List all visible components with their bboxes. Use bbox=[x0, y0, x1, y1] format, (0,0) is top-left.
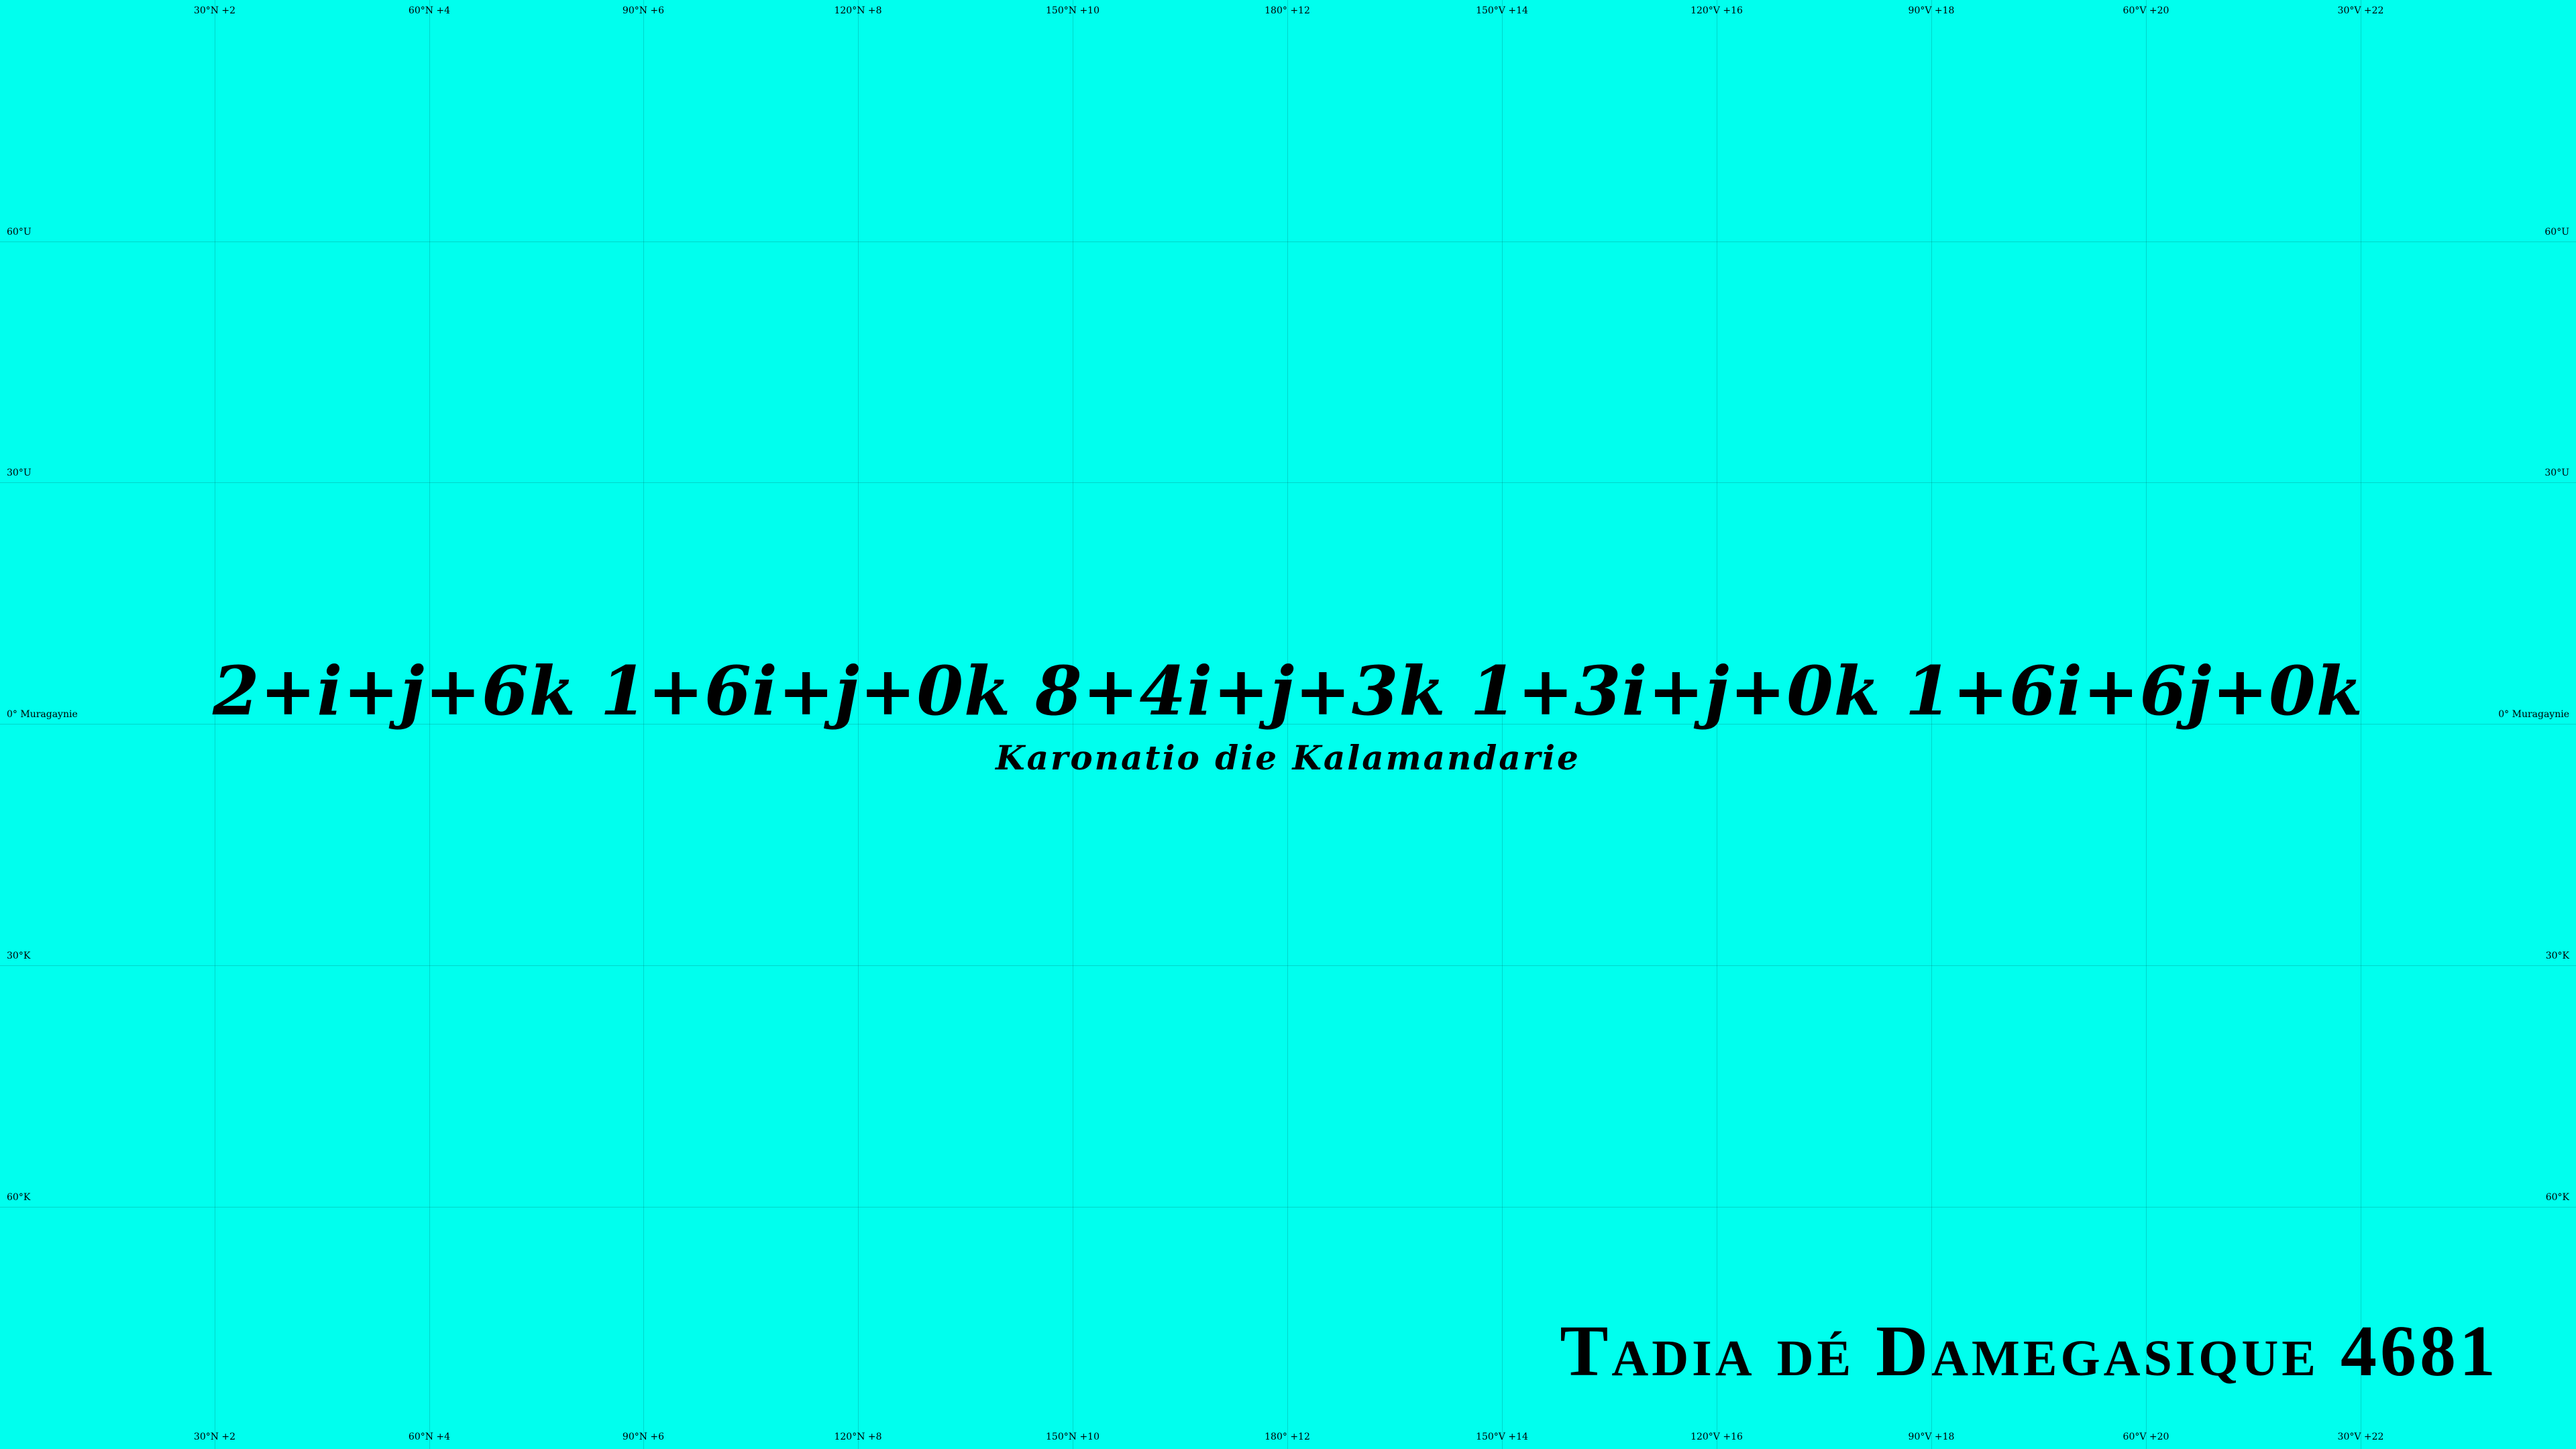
meridian-label-bottom: 30°N +2 bbox=[193, 1432, 236, 1442]
parallel-label-right: 60°U bbox=[2544, 227, 2569, 237]
parallel-label-right: 0° Muragaynie bbox=[2498, 709, 2569, 720]
meridian-label-top: 180° +12 bbox=[1265, 5, 1310, 16]
meridian-line bbox=[1502, 0, 1503, 1449]
meridian-label-top: 90°N +6 bbox=[622, 5, 665, 16]
meridian-label-top: 120°V +16 bbox=[1690, 5, 1743, 16]
map-subtitle: Karonatio die Kalamandarie bbox=[996, 738, 1580, 777]
meridian-line bbox=[1287, 0, 1288, 1449]
parallel-label-left: 60°K bbox=[7, 1192, 31, 1203]
meridian-label-top: 30°V +22 bbox=[2337, 5, 2384, 16]
meridian-label-bottom: 180° +12 bbox=[1265, 1432, 1310, 1442]
meridian-label-bottom: 150°N +10 bbox=[1046, 1432, 1099, 1442]
meridian-label-bottom: 30°V +22 bbox=[2337, 1432, 2384, 1442]
meridian-label-bottom: 150°V +14 bbox=[1476, 1432, 1528, 1442]
meridian-line bbox=[643, 0, 644, 1449]
meridian-line bbox=[429, 0, 430, 1449]
meridian-label-top: 60°V +20 bbox=[2123, 5, 2169, 16]
meridian-label-top: 120°N +8 bbox=[834, 5, 882, 16]
parallel-line bbox=[0, 482, 2576, 483]
meridian-label-bottom: 90°N +6 bbox=[622, 1432, 665, 1442]
meridian-label-bottom: 60°N +4 bbox=[408, 1432, 451, 1442]
parallel-line bbox=[0, 965, 2576, 966]
meridian-label-bottom: 120°V +16 bbox=[1690, 1432, 1743, 1442]
map-formula: 2+i+j+6k 1+6i+j+0k 8+4i+j+3k 1+3i+j+0k 1… bbox=[212, 651, 2364, 731]
parallel-label-right: 30°K bbox=[2545, 951, 2569, 961]
meridian-label-top: 150°V +14 bbox=[1476, 5, 1528, 16]
parallel-label-left: 30°U bbox=[7, 468, 32, 478]
parallel-label-left: 60°U bbox=[7, 227, 32, 237]
meridian-label-bottom: 90°V +18 bbox=[1908, 1432, 1955, 1442]
meridian-label-top: 30°N +2 bbox=[193, 5, 236, 16]
parallel-line bbox=[0, 241, 2576, 242]
parallel-line bbox=[0, 1207, 2576, 1208]
parallel-label-left: 0° Muragaynie bbox=[7, 709, 78, 720]
map-title: Tadia dé Damegasique 4681 bbox=[1560, 1311, 2499, 1391]
meridian-label-bottom: 60°V +20 bbox=[2123, 1432, 2169, 1442]
meridian-label-top: 60°N +4 bbox=[408, 5, 451, 16]
meridian-line bbox=[858, 0, 859, 1449]
meridian-label-bottom: 120°N +8 bbox=[834, 1432, 882, 1442]
meridian-line bbox=[1931, 0, 1932, 1449]
meridian-label-top: 150°N +10 bbox=[1046, 5, 1099, 16]
parallel-label-left: 30°K bbox=[7, 951, 31, 961]
parallel-label-right: 30°U bbox=[2544, 468, 2569, 478]
parallel-label-right: 60°K bbox=[2545, 1192, 2569, 1203]
meridian-label-top: 90°V +18 bbox=[1908, 5, 1955, 16]
meridian-line bbox=[2146, 0, 2147, 1449]
